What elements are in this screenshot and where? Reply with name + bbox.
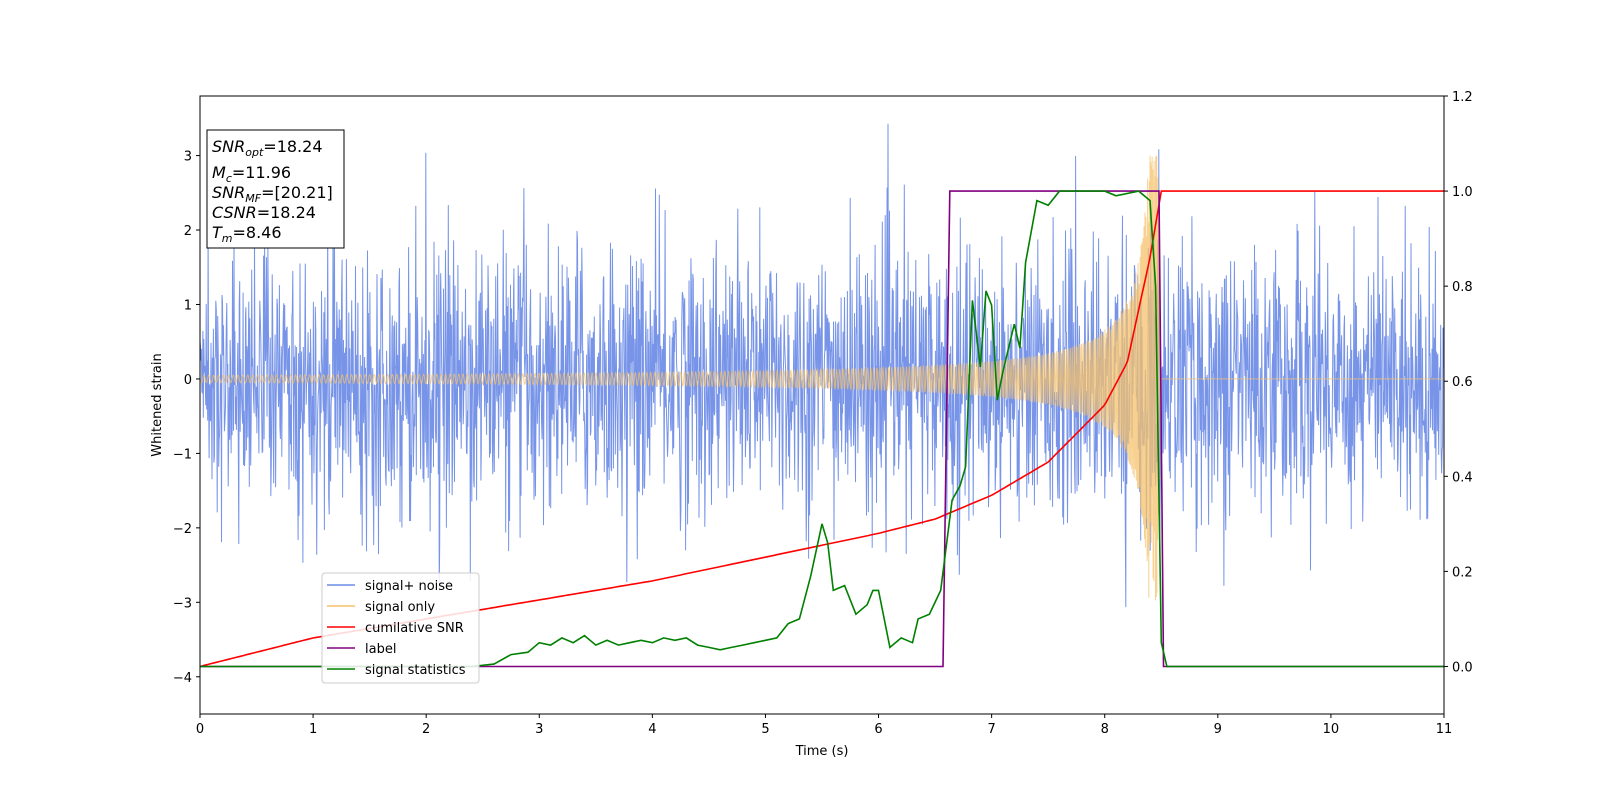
y-left-tick-label: −2 [173,522,192,537]
legend-label-cumulative-snr: cumilative SNR [365,621,464,636]
x-tick-label: 11 [1436,722,1453,737]
x-tick-label: 6 [874,722,882,737]
signal-only-line [199,155,1444,601]
x-tick-label: 3 [535,722,543,737]
legend: signal+ noise signal only cumilative SNR… [321,572,480,684]
legend-entry-label: label [327,642,396,657]
series-signal-only [199,155,1444,601]
legend-label-signal-statistics: signal statistics [365,663,466,678]
x-tick-label: 9 [1214,722,1222,737]
legend-label-label: label [365,642,396,657]
y-right-tick-label: 0.2 [1452,565,1473,580]
x-tick-label: 10 [1323,722,1340,737]
y-left-tick-label: −3 [173,596,192,611]
legend-label-signal-only: signal only [365,600,435,615]
x-axis-label: Time (s) [795,744,849,759]
y-right-tick-label: 1.2 [1452,90,1473,105]
info-box: SNRopt=18.24 Mc=11.96 SNRMF=[20.21] CSNR… [206,129,345,249]
y-right-tick-label: 0.6 [1452,375,1473,390]
x-tick-label: 5 [761,722,769,737]
y-left-tick-label: 3 [184,150,192,165]
x-tick-label: 8 [1101,722,1109,737]
plot-frame [199,95,1445,715]
x-tick-label: 4 [648,722,656,737]
x-tick-label: 0 [196,722,204,737]
y-axis-label: Whitened strain [150,353,165,456]
y-left-tick-label: −1 [173,447,192,462]
legend-label-signal-noise: signal+ noise [365,579,453,594]
legend-entry-cumulative-snr: cumilative SNR [327,621,464,636]
legend-entry-signal-noise: signal+ noise [327,579,453,594]
info-snr-opt: SNRopt=18.24 [212,137,323,159]
info-tm: Tm=8.46 [212,223,282,245]
y-axis-right: 0.0 0.2 0.4 0.6 0.8 1.0 1.2 [1444,90,1473,675]
x-tick-label: 1 [309,722,317,737]
x-axis: 0 1 2 3 4 5 6 7 8 9 10 11 [196,714,1452,737]
legend-entry-signal-only: signal only [327,600,435,615]
y-right-tick-label: 0.0 [1452,660,1473,675]
y-right-tick-label: 0.4 [1452,470,1473,485]
y-axis-left: −4 −3 −2 −1 0 1 2 3 [173,150,200,686]
series-signal-statistics [200,190,1444,668]
series-signal-noise [199,123,1445,608]
info-snr-mf: SNRMF=[20.21] [212,183,333,205]
y-left-tick-label: 0 [184,373,192,388]
legend-entry-signal-statistics: signal statistics [327,663,466,678]
info-csnr: CSNR=18.24 [212,203,316,222]
signal-noise-line [199,123,1445,608]
y-left-tick-label: 2 [184,224,192,239]
x-tick-label: 2 [422,722,430,737]
y-left-tick-label: −4 [173,671,192,686]
y-left-tick-label: 1 [184,298,192,313]
signal-statistics-line [200,190,1444,668]
x-tick-label: 7 [987,722,995,737]
y-right-tick-label: 0.8 [1452,280,1473,295]
info-mc: Mc=11.96 [212,163,291,185]
y-right-tick-label: 1.0 [1452,185,1473,200]
